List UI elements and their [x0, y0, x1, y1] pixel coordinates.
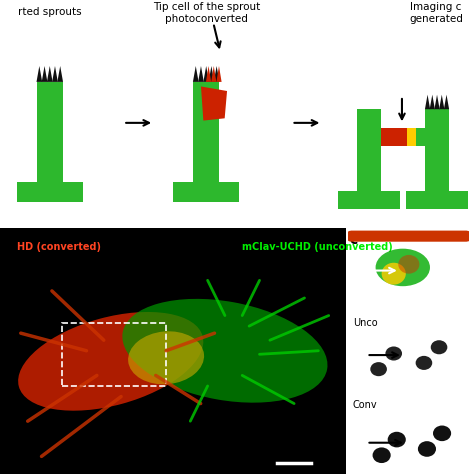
Text: Conv: Conv	[353, 401, 378, 410]
Ellipse shape	[398, 255, 419, 273]
Ellipse shape	[370, 362, 387, 376]
Bar	[425, 109, 449, 191]
Text: rted sprouts: rted sprouts	[18, 7, 82, 17]
Polygon shape	[211, 66, 216, 82]
Bar	[357, 109, 381, 191]
Ellipse shape	[431, 340, 447, 354]
Polygon shape	[193, 66, 199, 82]
Polygon shape	[444, 95, 449, 109]
Polygon shape	[425, 95, 430, 109]
Text: c: c	[349, 233, 357, 247]
Ellipse shape	[375, 249, 430, 286]
Polygon shape	[47, 66, 53, 82]
Bar	[338, 191, 400, 210]
Ellipse shape	[18, 312, 203, 410]
Bar	[37, 82, 63, 182]
Polygon shape	[36, 66, 42, 82]
Polygon shape	[42, 66, 47, 82]
Text: Tip cell of the sprout
photoconverted: Tip cell of the sprout photoconverted	[153, 2, 260, 24]
Ellipse shape	[128, 331, 204, 384]
Text: Unco: Unco	[353, 318, 378, 328]
Bar	[406, 191, 468, 210]
Polygon shape	[439, 95, 445, 109]
Ellipse shape	[433, 426, 451, 441]
Ellipse shape	[382, 263, 406, 284]
Polygon shape	[206, 66, 211, 82]
Ellipse shape	[373, 447, 391, 463]
Bar	[17, 182, 83, 202]
Ellipse shape	[416, 356, 432, 370]
Polygon shape	[214, 66, 219, 82]
Bar	[173, 182, 239, 202]
Bar	[381, 128, 425, 146]
Polygon shape	[209, 66, 214, 82]
Polygon shape	[203, 66, 209, 82]
Polygon shape	[57, 66, 63, 82]
Ellipse shape	[418, 441, 436, 457]
Text: Imaging c
generated: Imaging c generated	[409, 2, 463, 24]
Ellipse shape	[388, 432, 406, 447]
Bar	[193, 82, 219, 182]
Ellipse shape	[385, 346, 402, 361]
Polygon shape	[435, 95, 440, 109]
Bar	[62, 323, 166, 386]
Polygon shape	[216, 66, 221, 82]
Polygon shape	[52, 66, 58, 82]
Polygon shape	[198, 66, 204, 82]
Polygon shape	[201, 86, 227, 120]
Polygon shape	[381, 128, 409, 146]
Polygon shape	[407, 128, 416, 146]
Text: mClav-UCHD (unconverted): mClav-UCHD (unconverted)	[242, 242, 393, 252]
Text: HD (converted): HD (converted)	[17, 242, 101, 252]
Ellipse shape	[122, 299, 328, 402]
Polygon shape	[430, 95, 435, 109]
